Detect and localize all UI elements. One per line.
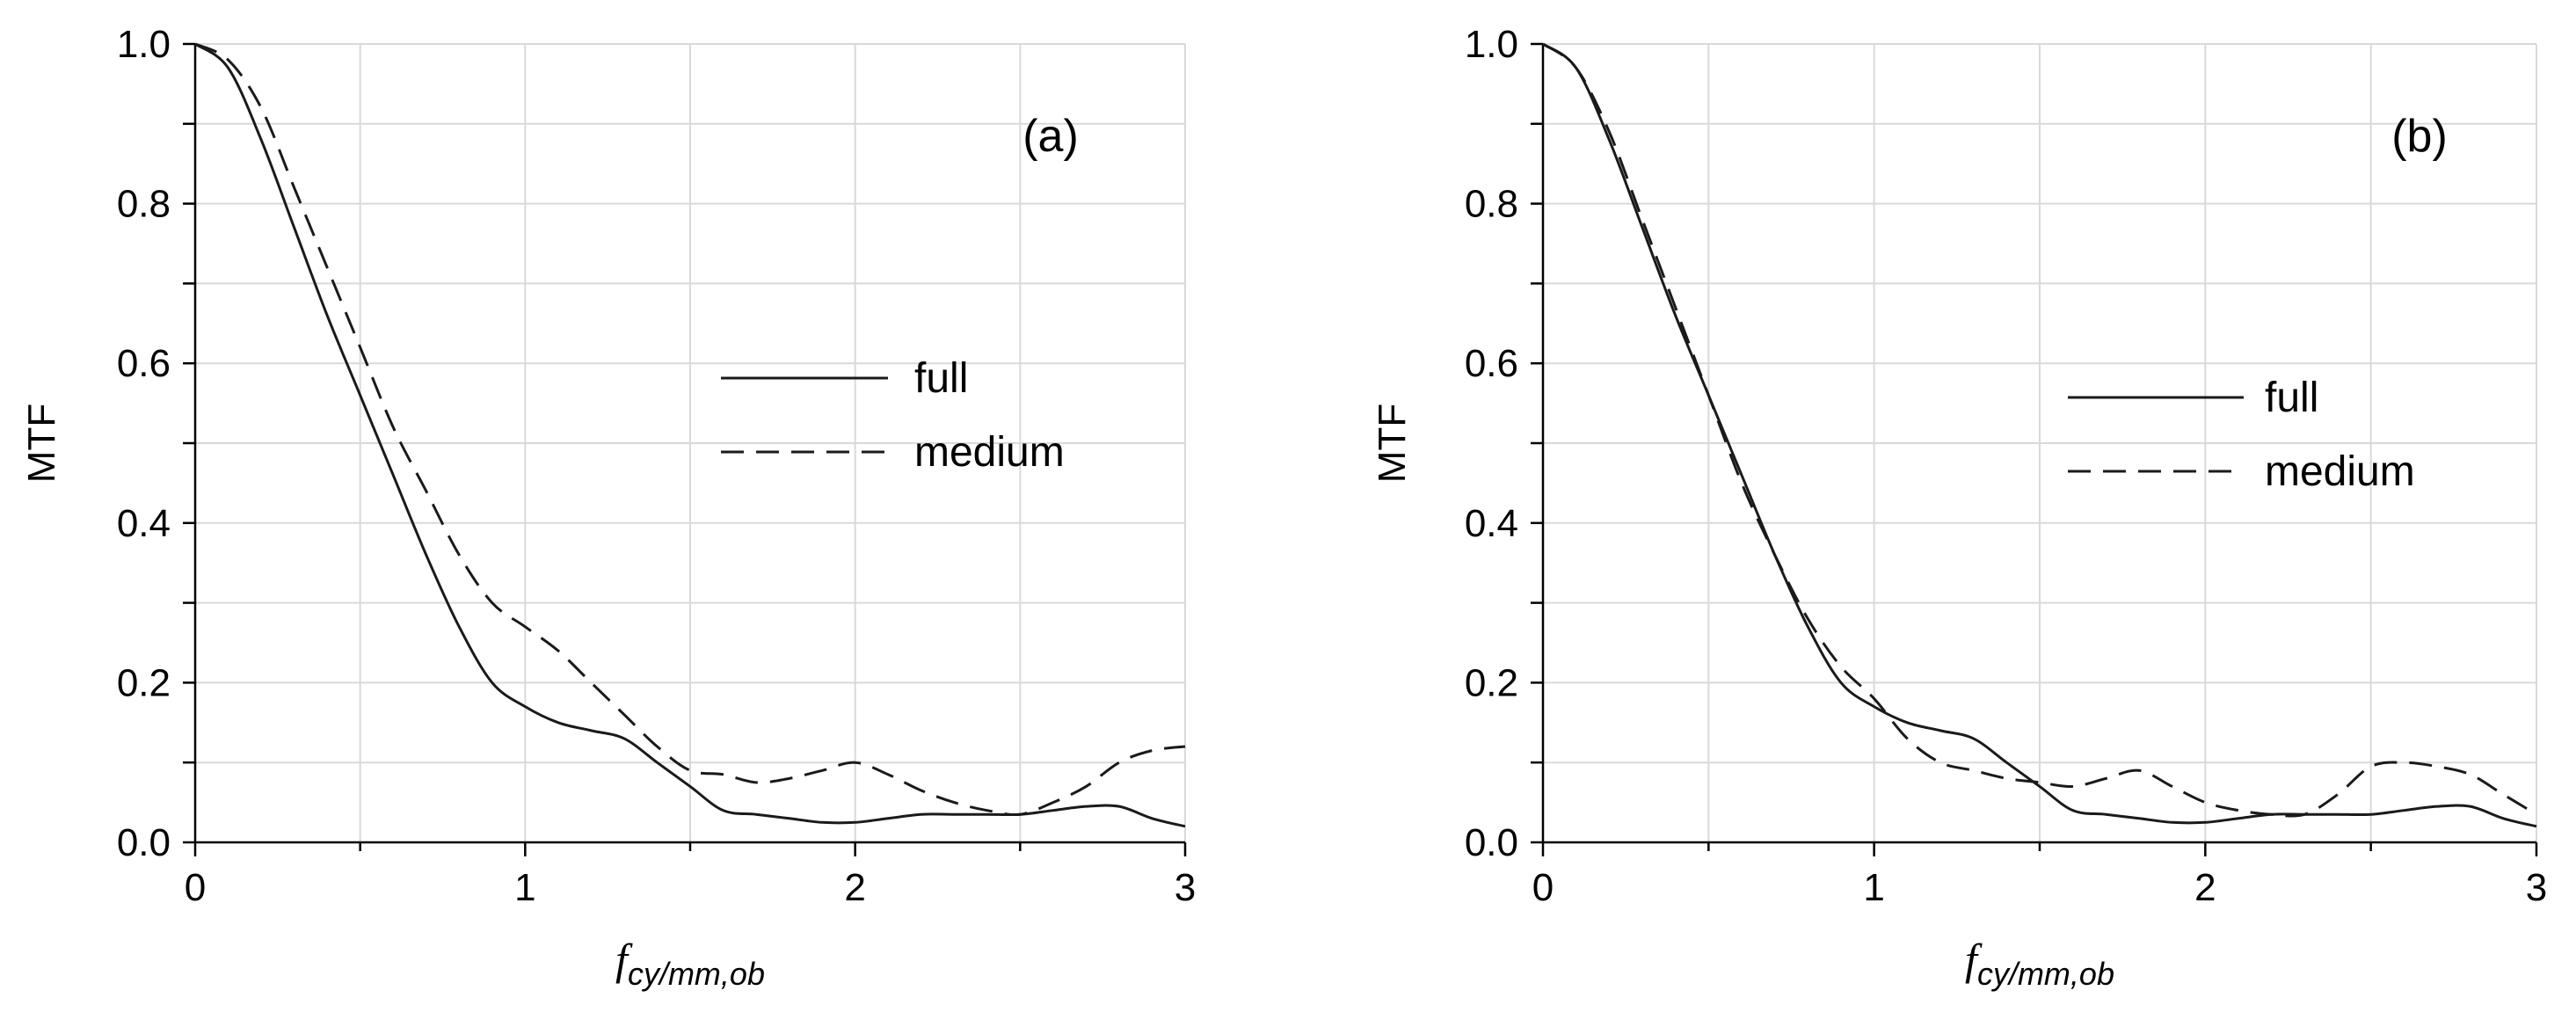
y-axis-label: MTF [20,404,63,483]
x-tick-label: 2 [844,866,865,909]
y-tick-label: 0.2 [117,661,171,704]
x-tick-label: 3 [1175,866,1196,909]
y-tick-label: 0.8 [117,183,171,226]
x-tick-label: 0 [1532,866,1554,909]
x-tick-label: 0 [185,866,206,909]
x-tick-label: 3 [2526,866,2547,909]
x-tick-label: 2 [2194,866,2216,909]
x-tick-label: 1 [1863,866,1884,909]
x-axis-label-subscript: cy/mm,ob [628,956,765,992]
series-line-medium [1542,42,2537,818]
y-tick-label: 1.0 [1465,23,1518,66]
y-tick-label: 0.8 [1465,183,1518,226]
y-tick-label: 0.0 [1465,821,1518,864]
legend-label-medium: medium [914,429,1065,476]
y-tick-label: 0.2 [1465,661,1518,704]
y-tick-label: 0.4 [1465,502,1518,545]
x-axis-label: fcy/mm,ob [615,935,765,992]
legend-label-medium: medium [2265,448,2415,495]
y-tick-label: 0.4 [117,502,171,545]
legend-label-full: full [2265,375,2318,421]
series-line-medium [194,42,1186,817]
panel-label: (b) [2391,111,2448,162]
y-tick-label: 0.6 [117,342,171,385]
y-tick-label: 0.6 [1465,342,1518,385]
panel-a: 0 1 2 3 0.0 0.2 0.4 0.6 0.8 1.0 MTF fcy/mm,ob (a) ful… [20,23,1196,992]
panel-label: (a) [1022,111,1079,162]
panel-b: 0 1 2 3 0.0 0.2 0.4 0.6 0.8 1.0 MTF fcy/mm,ob (b) ful… [1371,23,2547,992]
legend-label-full: full [914,355,968,402]
x-tick-label: 1 [514,866,535,909]
y-tick-label: 0.0 [117,821,171,864]
y-axis-label: MTF [1371,404,1414,483]
y-tick-label: 1.0 [117,23,171,66]
x-axis-label: fcy/mm,ob [1965,935,2114,992]
series-line-full [1542,42,2537,828]
x-axis-label-subscript: cy/mm,ob [1977,956,2114,992]
